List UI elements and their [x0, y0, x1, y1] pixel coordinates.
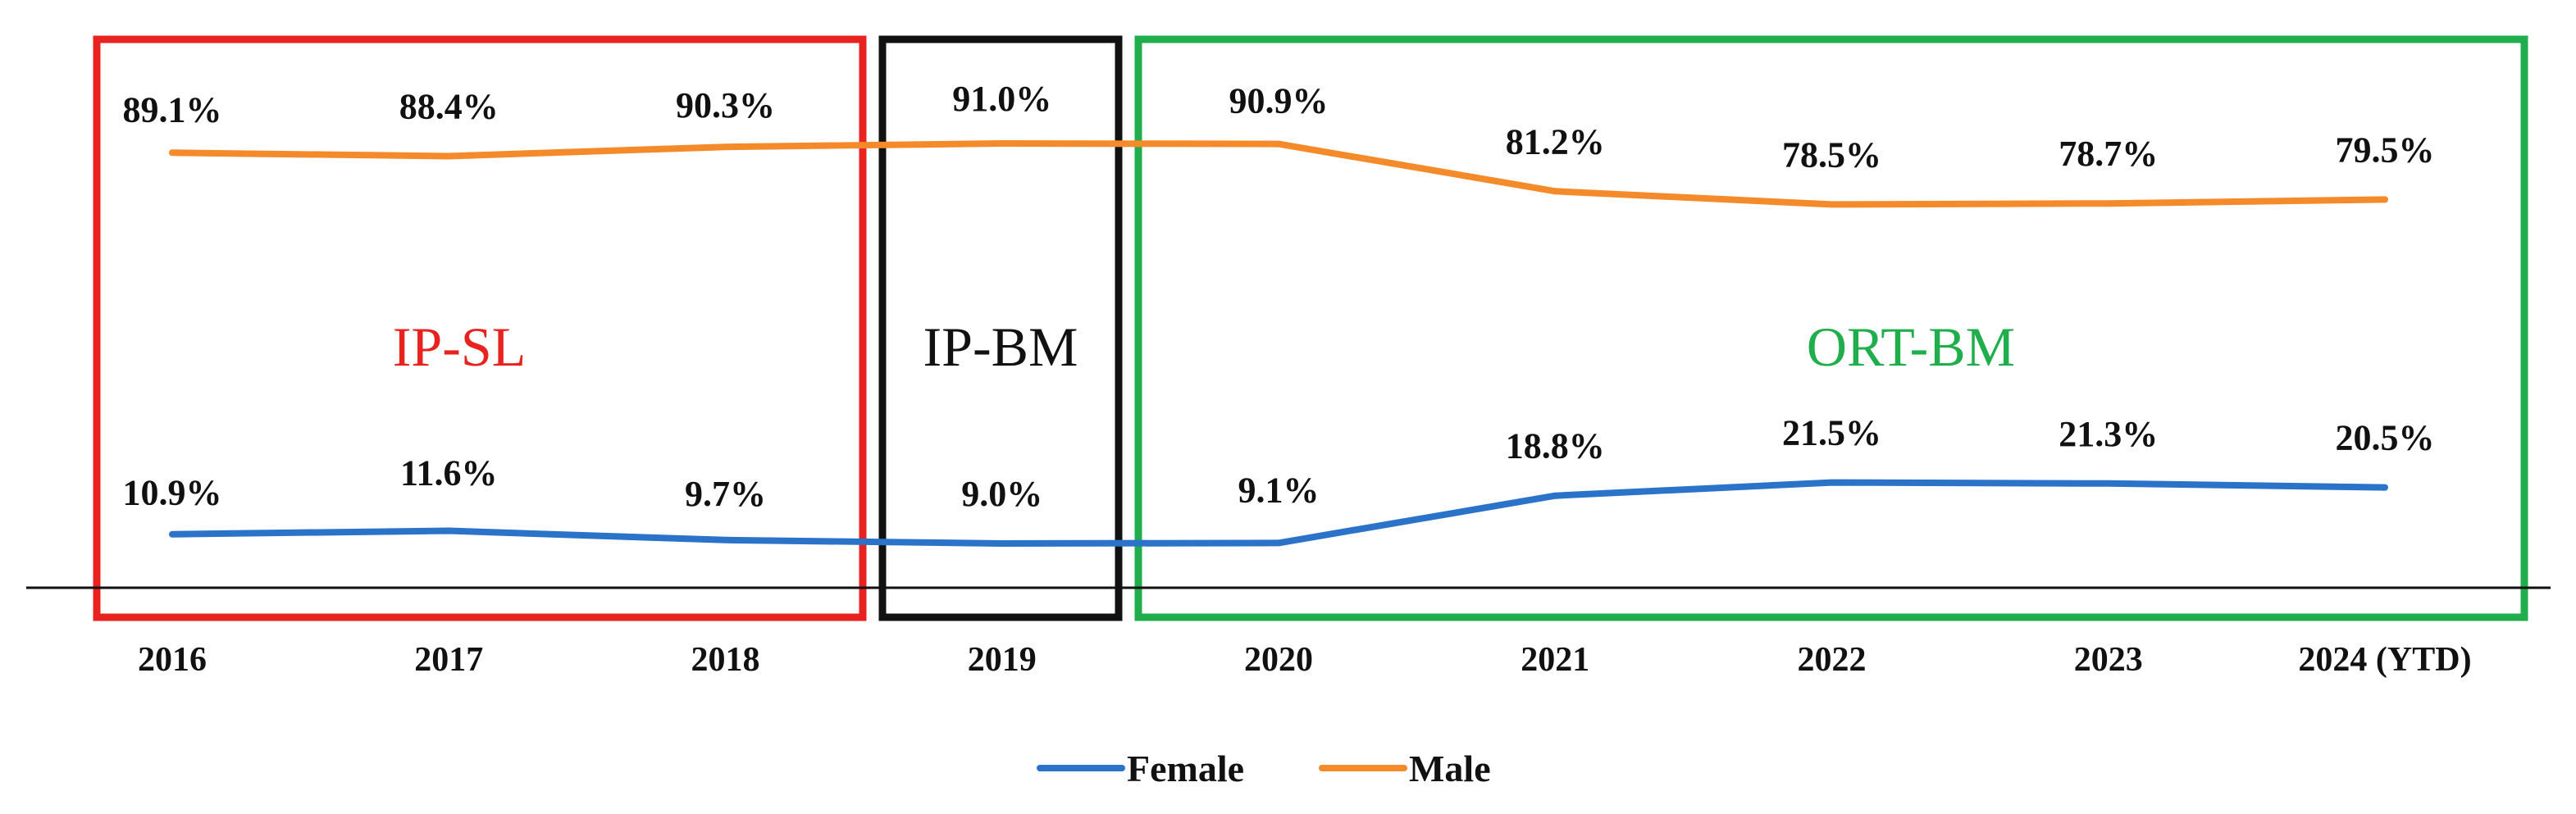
region-label-ip-bm: IP-BM	[923, 316, 1078, 378]
x-tick-label: 2024 (YTD)	[2298, 641, 2471, 679]
region-label-ort-bm: ORT-BM	[1807, 316, 2015, 378]
x-tick-label: 2020	[1244, 641, 1313, 679]
data-label: 20.5%	[2336, 418, 2435, 458]
data-label: 11.6%	[400, 453, 498, 493]
data-label: 9.1%	[1238, 470, 1320, 510]
legend-label-female: Female	[1127, 748, 1244, 789]
data-label: 21.5%	[1782, 413, 1881, 453]
x-tick-label: 2019	[968, 641, 1037, 679]
region-frame-ip-bm	[878, 35, 1123, 621]
data-label: 79.5%	[2336, 130, 2435, 170]
data-label: 21.3%	[2059, 414, 2158, 454]
legend-label-male: Male	[1409, 748, 1491, 789]
data-label: 9.0%	[961, 474, 1042, 514]
data-label: 18.8%	[1506, 426, 1605, 466]
data-label: 78.7%	[2059, 134, 2158, 174]
series-line-male	[169, 140, 2388, 208]
x-tick-label: 2017	[414, 641, 483, 679]
x-tick-label: 2022	[1798, 641, 1867, 679]
x-tick-label: 2016	[138, 641, 207, 679]
data-label: 81.2%	[1506, 121, 1605, 161]
x-tick-label: 2021	[1521, 641, 1589, 679]
legend: Female Male	[1037, 748, 1491, 789]
regions-group: IP-SL IP-BM ORT-BM	[93, 35, 2528, 621]
region-frame-ort-bm	[1134, 35, 2528, 621]
series-line-female	[169, 479, 2388, 547]
data-label: 10.9%	[123, 473, 222, 513]
region-label-ip-sl: IP-SL	[393, 316, 526, 378]
data-labels-female: 10.9% 11.6% 9.7% 9.0% 9.1% 18.8% 21.5% 2…	[123, 413, 2435, 514]
data-label: 88.4%	[399, 87, 499, 127]
data-label: 90.9%	[1229, 81, 1329, 121]
region-frame-ip-sl	[93, 35, 867, 621]
x-tick-label: 2018	[691, 641, 760, 679]
x-tick-label: 2023	[2074, 641, 2143, 679]
data-label: 78.5%	[1782, 134, 1881, 175]
x-tick-labels: 2016 2017 2018 2019 2020 2021 2022 2023 …	[138, 641, 2472, 679]
data-label: 9.7%	[685, 474, 766, 514]
data-labels-male: 89.1% 88.4% 90.3% 91.0% 90.9% 81.2% 78.5…	[123, 79, 2435, 175]
data-label: 90.3%	[676, 85, 775, 125]
data-label: 89.1%	[123, 89, 222, 130]
data-label: 91.0%	[952, 79, 1051, 119]
